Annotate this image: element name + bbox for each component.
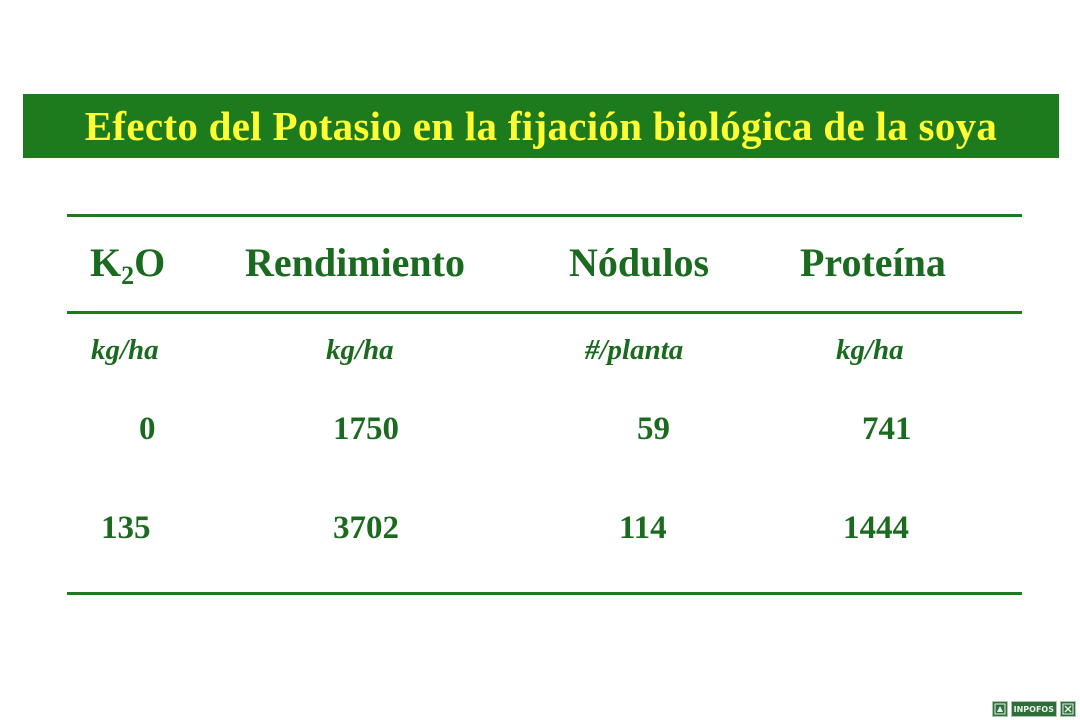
header-k2o-subscript: 2: [121, 261, 135, 290]
header-k2o: K2O: [90, 240, 166, 291]
unit-k2o: kg/ha: [91, 334, 159, 366]
cell-row1-rendimiento: 3702: [333, 510, 399, 546]
title-banner: Efecto del Potasio en la fijación biológ…: [23, 94, 1059, 158]
logo-mark-left-icon: [991, 701, 1008, 717]
cell-row1-nodulos: 114: [619, 510, 667, 546]
logo-mark-right-icon: [1060, 701, 1076, 717]
slide-title: Efecto del Potasio en la fijación biológ…: [84, 103, 998, 149]
header-k2o-tail: O: [134, 240, 166, 285]
header-proteina: Proteína: [800, 240, 946, 285]
cell-row0-proteina: 741: [862, 411, 912, 447]
header-k2o-main: K: [90, 240, 122, 285]
table-rule-bottom: [67, 592, 1022, 595]
header-rendimiento: Rendimiento: [245, 240, 465, 285]
publisher-logo: INPOFOS: [991, 701, 1076, 717]
cell-row1-k2o: 135: [101, 510, 151, 546]
table-rule-top: [67, 214, 1022, 217]
unit-proteina: kg/ha: [836, 334, 904, 366]
cell-row0-k2o: 0: [139, 411, 156, 447]
unit-nodulos: #/planta: [585, 334, 684, 366]
table-rule-header: [67, 311, 1022, 314]
cell-row1-proteina: 1444: [843, 510, 909, 546]
cell-row0-nodulos: 59: [637, 411, 670, 447]
unit-rendimiento: kg/ha: [326, 334, 394, 366]
logo-wordmark: INPOFOS: [1010, 701, 1057, 717]
cell-row0-rendimiento: 1750: [333, 411, 399, 447]
header-nodulos: Nódulos: [569, 240, 710, 285]
